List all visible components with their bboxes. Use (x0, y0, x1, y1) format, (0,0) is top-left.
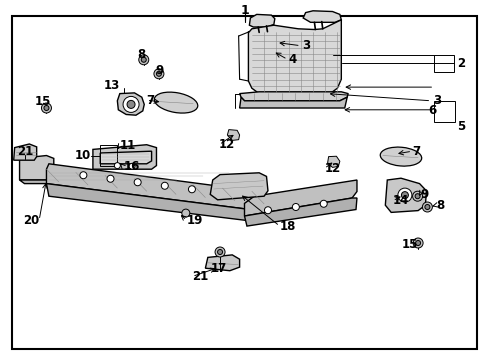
Text: 11: 11 (120, 139, 136, 152)
Text: 12: 12 (324, 162, 340, 175)
Text: 9: 9 (155, 64, 163, 77)
Text: 7: 7 (411, 145, 420, 158)
Circle shape (397, 188, 411, 202)
Text: 4: 4 (288, 53, 296, 66)
Polygon shape (239, 92, 347, 101)
Circle shape (123, 96, 139, 112)
Circle shape (44, 105, 49, 111)
Circle shape (41, 103, 51, 113)
Text: 1: 1 (240, 4, 248, 17)
Polygon shape (327, 156, 339, 167)
Polygon shape (385, 178, 426, 212)
Polygon shape (117, 93, 144, 115)
Circle shape (134, 179, 141, 186)
Circle shape (320, 200, 326, 207)
Text: 12: 12 (219, 138, 235, 151)
Text: 2: 2 (456, 57, 465, 69)
Circle shape (188, 186, 195, 193)
Text: 15: 15 (35, 95, 51, 108)
Circle shape (114, 163, 120, 168)
Polygon shape (93, 145, 156, 169)
Circle shape (154, 69, 163, 79)
Polygon shape (239, 97, 346, 108)
Text: 3: 3 (432, 94, 440, 107)
Ellipse shape (380, 147, 421, 166)
Polygon shape (205, 255, 239, 271)
Text: 17: 17 (210, 262, 227, 275)
Circle shape (80, 172, 87, 179)
Polygon shape (244, 198, 356, 226)
Circle shape (422, 202, 431, 212)
Text: 20: 20 (22, 214, 39, 227)
Text: 14: 14 (392, 194, 408, 207)
Circle shape (182, 209, 189, 217)
Circle shape (161, 182, 168, 189)
Polygon shape (20, 156, 54, 180)
Text: 21: 21 (192, 270, 208, 283)
Circle shape (412, 191, 422, 201)
Polygon shape (14, 144, 37, 160)
Circle shape (414, 194, 419, 199)
Circle shape (127, 100, 135, 108)
Text: 21: 21 (17, 145, 34, 158)
Text: 5: 5 (456, 120, 465, 132)
Polygon shape (210, 173, 267, 200)
Text: 13: 13 (103, 79, 120, 92)
Polygon shape (227, 130, 239, 140)
Polygon shape (303, 11, 341, 22)
Circle shape (139, 55, 148, 65)
Text: 8: 8 (436, 199, 444, 212)
Circle shape (415, 240, 420, 246)
Text: 8: 8 (138, 48, 145, 61)
Text: 19: 19 (186, 214, 203, 227)
Ellipse shape (154, 92, 197, 113)
Text: 3: 3 (302, 39, 310, 52)
Text: 15: 15 (401, 238, 417, 251)
Circle shape (141, 57, 146, 62)
Circle shape (424, 204, 429, 210)
Polygon shape (248, 20, 341, 94)
Text: 18: 18 (279, 220, 295, 233)
Circle shape (217, 249, 222, 255)
Circle shape (412, 238, 422, 248)
Circle shape (107, 175, 114, 182)
Circle shape (215, 247, 224, 257)
Text: 9: 9 (420, 188, 428, 201)
Polygon shape (46, 184, 256, 221)
Text: 7: 7 (146, 94, 155, 107)
Polygon shape (20, 180, 55, 184)
Circle shape (292, 203, 299, 211)
Text: 6: 6 (427, 104, 435, 117)
Polygon shape (100, 151, 151, 164)
Circle shape (129, 163, 135, 169)
Circle shape (401, 192, 407, 199)
Text: 16: 16 (123, 160, 139, 173)
Polygon shape (249, 14, 274, 27)
Circle shape (264, 207, 271, 214)
Circle shape (156, 71, 161, 76)
Text: 10: 10 (74, 149, 90, 162)
Polygon shape (46, 164, 254, 209)
Polygon shape (244, 180, 356, 216)
